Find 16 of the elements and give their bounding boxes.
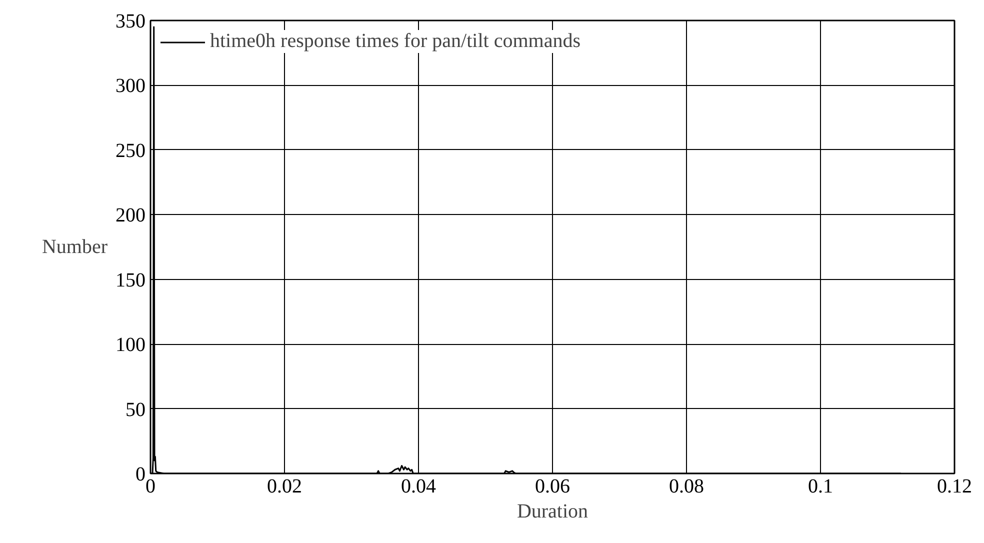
x-axis-title: Duration: [516, 500, 588, 522]
y-tick-label: 100: [116, 334, 146, 356]
y-tick-label: 350: [116, 10, 146, 32]
y-tick-label: 150: [116, 269, 146, 292]
x-tick-label: 0.04: [401, 476, 436, 498]
x-tick-label: 0.1: [808, 476, 833, 498]
y-tick-label: 300: [116, 75, 146, 98]
x-tick-label: 0.08: [669, 476, 704, 498]
y-tick-label: 50: [126, 398, 146, 421]
x-tick-label: 0.12: [937, 476, 972, 498]
x-tick-label: 0.02: [267, 476, 302, 498]
x-tick-label: 0.06: [535, 476, 570, 498]
y-tick-label: 250: [116, 140, 146, 162]
y-tick-label: 200: [116, 204, 146, 227]
y-axis-title: Number: [42, 236, 108, 258]
legend-label: htime0h response times for pan/tilt commands: [210, 30, 580, 53]
